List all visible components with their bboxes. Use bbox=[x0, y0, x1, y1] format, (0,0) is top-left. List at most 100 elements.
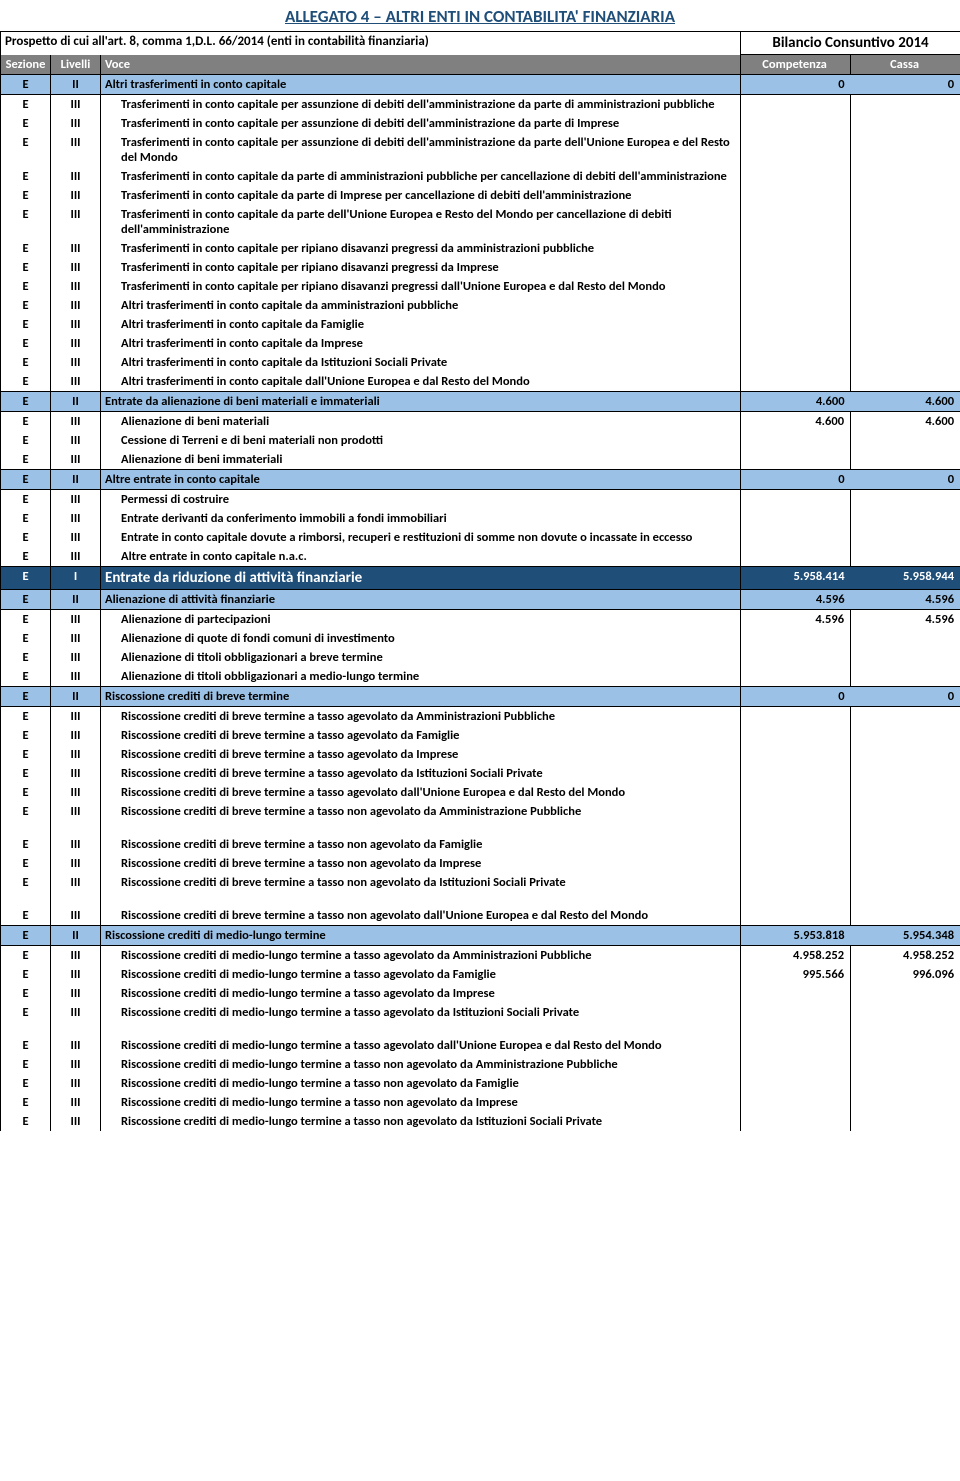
cell-voce: Alienazione di attività finanziarie bbox=[101, 590, 741, 610]
cell-competenza bbox=[741, 239, 851, 258]
cell-sezione: E bbox=[1, 610, 51, 630]
cell-livelli: III bbox=[51, 667, 101, 687]
cell-cassa bbox=[851, 315, 960, 334]
cell-livelli: III bbox=[51, 726, 101, 745]
cell-voce: Altri trasferimenti in conto capitale da… bbox=[101, 353, 741, 372]
cell-voce: Riscossione crediti di breve termine a t… bbox=[101, 854, 741, 873]
cell-cassa bbox=[851, 783, 960, 802]
cell-competenza bbox=[741, 450, 851, 470]
cell-competenza bbox=[741, 490, 851, 510]
table-row: EIIIRiscossione crediti di breve termine… bbox=[1, 906, 960, 926]
cell-cassa bbox=[851, 114, 960, 133]
cell-sezione: E bbox=[1, 745, 51, 764]
table-row: EIIIAlienazione di beni immateriali bbox=[1, 450, 960, 470]
cell-voce: Trasferimenti in conto capitale da parte… bbox=[101, 167, 741, 186]
cell-competenza bbox=[741, 802, 851, 835]
cell-voce: Altri trasferimenti in conto capitale da… bbox=[101, 372, 741, 392]
cell-competenza bbox=[741, 835, 851, 854]
cell-sezione: E bbox=[1, 186, 51, 205]
cell-sezione: E bbox=[1, 431, 51, 450]
cell-cassa bbox=[851, 1055, 960, 1074]
table-row: EIIIRiscossione crediti di medio-lungo t… bbox=[1, 1036, 960, 1055]
table-row: EIIITrasferimenti in conto capitale per … bbox=[1, 277, 960, 296]
cell-voce: Permessi di costruire bbox=[101, 490, 741, 510]
cell-competenza bbox=[741, 707, 851, 727]
cell-cassa bbox=[851, 835, 960, 854]
cell-cassa bbox=[851, 1003, 960, 1036]
col-voce: Voce bbox=[101, 55, 741, 75]
cell-cassa: 0 bbox=[851, 75, 960, 95]
cell-cassa bbox=[851, 133, 960, 167]
cell-cassa bbox=[851, 873, 960, 906]
cell-sezione: E bbox=[1, 835, 51, 854]
cell-voce: Altri trasferimenti in conto capitale da… bbox=[101, 315, 741, 334]
cell-livelli: II bbox=[51, 75, 101, 95]
table-row: EIIEntrate da alienazione di beni materi… bbox=[1, 392, 960, 412]
cell-voce: Riscossione crediti di breve termine a t… bbox=[101, 906, 741, 926]
cell-livelli: III bbox=[51, 946, 101, 966]
cell-cassa: 4.596 bbox=[851, 610, 960, 630]
cell-competenza bbox=[741, 1036, 851, 1055]
cell-cassa bbox=[851, 1074, 960, 1093]
cell-livelli: III bbox=[51, 854, 101, 873]
cell-competenza bbox=[741, 726, 851, 745]
cell-sezione: E bbox=[1, 1036, 51, 1055]
cell-competenza bbox=[741, 95, 851, 115]
table-row: EIIIAlienazione di titoli obbligazionari… bbox=[1, 648, 960, 667]
cell-voce: Riscossione crediti di medio-lungo termi… bbox=[101, 1055, 741, 1074]
cell-competenza bbox=[741, 906, 851, 926]
cell-sezione: E bbox=[1, 547, 51, 567]
cell-voce: Trasferimenti in conto capitale per assu… bbox=[101, 133, 741, 167]
cell-sezione: E bbox=[1, 258, 51, 277]
cell-sezione: E bbox=[1, 906, 51, 926]
table-row: EIIIRiscossione crediti di medio-lungo t… bbox=[1, 965, 960, 984]
table-row: EIIIAlienazione di quote di fondi comuni… bbox=[1, 629, 960, 648]
cell-cassa: 4.600 bbox=[851, 412, 960, 432]
cell-competenza bbox=[741, 353, 851, 372]
cell-voce: Riscossione crediti di breve termine a t… bbox=[101, 764, 741, 783]
table-row: EIIIRiscossione crediti di breve termine… bbox=[1, 745, 960, 764]
cell-livelli: III bbox=[51, 353, 101, 372]
cell-cassa: 5.954.348 bbox=[851, 926, 960, 946]
cell-cassa bbox=[851, 353, 960, 372]
cell-competenza: 4.600 bbox=[741, 392, 851, 412]
table-row: EIIITrasferimenti in conto capitale per … bbox=[1, 239, 960, 258]
table-row: EIIIPermessi di costruire bbox=[1, 490, 960, 510]
cell-competenza bbox=[741, 277, 851, 296]
cell-livelli: III bbox=[51, 167, 101, 186]
cell-competenza bbox=[741, 745, 851, 764]
cell-livelli: II bbox=[51, 470, 101, 490]
table-row: EIIIRiscossione crediti di breve termine… bbox=[1, 854, 960, 873]
cell-sezione: E bbox=[1, 205, 51, 239]
cell-voce: Alienazione di beni immateriali bbox=[101, 450, 741, 470]
cell-cassa: 4.596 bbox=[851, 590, 960, 610]
table-row: EIIIEntrate in conto capitale dovute a r… bbox=[1, 528, 960, 547]
cell-voce: Trasferimenti in conto capitale per ripi… bbox=[101, 277, 741, 296]
table-row: EIIIAlienazione di partecipazioni4.5964.… bbox=[1, 610, 960, 630]
cell-cassa bbox=[851, 450, 960, 470]
cell-livelli: III bbox=[51, 133, 101, 167]
cell-competenza bbox=[741, 1093, 851, 1112]
cell-sezione: E bbox=[1, 783, 51, 802]
cell-competenza: 4.600 bbox=[741, 412, 851, 432]
cell-sezione: E bbox=[1, 1093, 51, 1112]
cell-livelli: III bbox=[51, 873, 101, 906]
cell-livelli: III bbox=[51, 490, 101, 510]
cell-cassa bbox=[851, 239, 960, 258]
cell-voce: Alienazione di titoli obbligazionari a m… bbox=[101, 667, 741, 687]
cell-sezione: E bbox=[1, 1074, 51, 1093]
main-table: Prospetto di cui all'art. 8, comma 1,D.L… bbox=[0, 31, 960, 1131]
cell-cassa bbox=[851, 205, 960, 239]
cell-livelli: III bbox=[51, 984, 101, 1003]
cell-livelli: II bbox=[51, 392, 101, 412]
cell-voce: Trasferimenti in conto capitale per ripi… bbox=[101, 258, 741, 277]
table-row: EIIAlienazione di attività finanziarie4.… bbox=[1, 590, 960, 610]
cell-cassa bbox=[851, 667, 960, 687]
cell-cassa: 0 bbox=[851, 687, 960, 707]
cell-voce: Trasferimenti in conto capitale da parte… bbox=[101, 186, 741, 205]
cell-sezione: E bbox=[1, 946, 51, 966]
cell-livelli: III bbox=[51, 509, 101, 528]
cell-livelli: III bbox=[51, 1055, 101, 1074]
table-row: EIIICessione di Terreni e di beni materi… bbox=[1, 431, 960, 450]
cell-sezione: E bbox=[1, 490, 51, 510]
